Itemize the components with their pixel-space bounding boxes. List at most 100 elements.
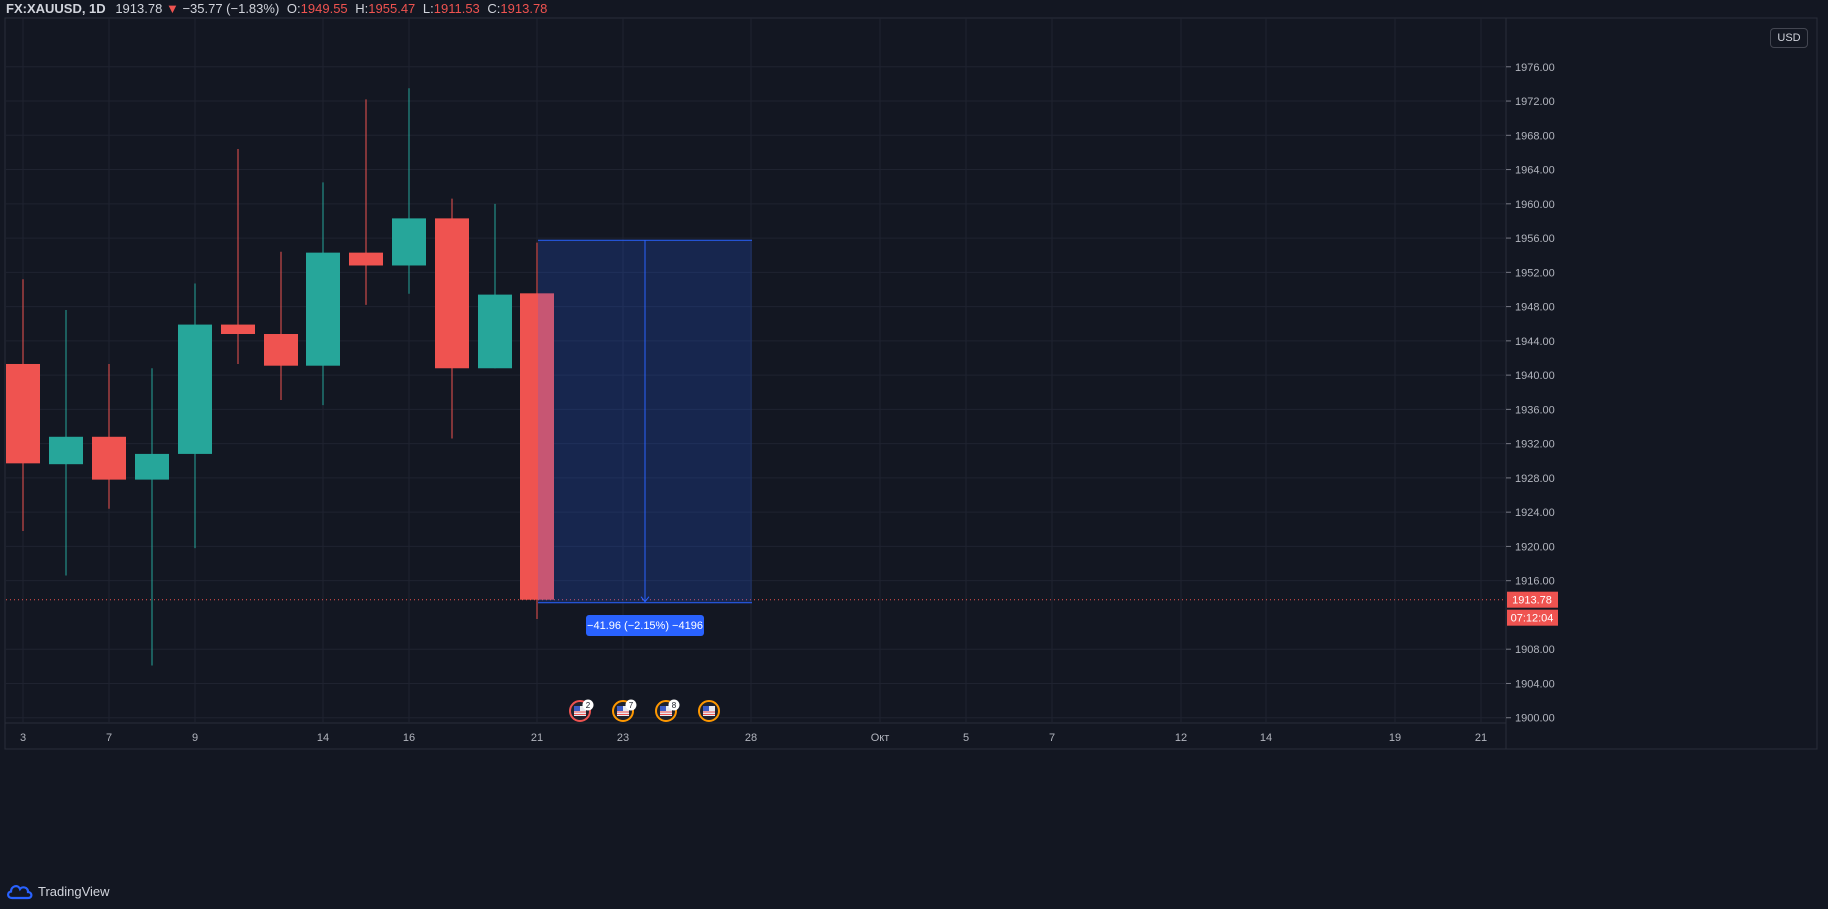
price-tick-label: 1972.00 bbox=[1515, 96, 1555, 108]
us-flag-event-icon bbox=[698, 700, 720, 722]
candle bbox=[135, 368, 169, 666]
time-tick-label: 21 bbox=[531, 732, 543, 744]
price-tick-label: 1952.00 bbox=[1515, 267, 1555, 279]
event-count-bubble bbox=[582, 699, 594, 711]
candle-body bbox=[520, 293, 554, 600]
candle bbox=[435, 198, 469, 439]
candle bbox=[520, 242, 554, 619]
candle-body bbox=[435, 218, 469, 369]
event-count-bubble bbox=[625, 699, 637, 711]
price-change: −35.77 (−1.83%) bbox=[182, 1, 280, 16]
price-tick-label: 1932.00 bbox=[1515, 439, 1555, 451]
price-tick-label: 1960.00 bbox=[1515, 199, 1555, 211]
measure-arrowhead bbox=[640, 596, 650, 603]
measure-label: −41.96 (−2.15%) −4196 bbox=[587, 620, 703, 632]
time-tick-label: 5 bbox=[963, 732, 969, 744]
price-tick-label: 1924.00 bbox=[1515, 507, 1555, 519]
price-tick-label: 1976.00 bbox=[1515, 62, 1555, 74]
candle bbox=[6, 279, 40, 532]
price-tick-label: 1916.00 bbox=[1515, 576, 1555, 588]
time-tick-label: 21 bbox=[1475, 732, 1487, 744]
time-tick-label: 16 bbox=[403, 732, 415, 744]
time-tick-label: 7 bbox=[106, 732, 112, 744]
time-tick-label: 12 bbox=[1175, 732, 1187, 744]
current-price-badge-text: 1913.78 bbox=[1512, 595, 1552, 607]
candle bbox=[178, 283, 212, 549]
last-price: 1913.78 bbox=[115, 1, 163, 16]
event-count: 7 bbox=[629, 701, 634, 710]
price-tick-label: 1920.00 bbox=[1515, 541, 1555, 553]
close-value: 1913.78 bbox=[500, 1, 548, 16]
candle bbox=[306, 182, 340, 406]
time-tick-label: Окт bbox=[871, 732, 890, 744]
price-tick-label: 1964.00 bbox=[1515, 165, 1555, 177]
time-tick-label: 28 bbox=[745, 732, 757, 744]
time-tick-label: 9 bbox=[192, 732, 198, 744]
time-tick-label: 7 bbox=[1049, 732, 1055, 744]
candle-body bbox=[221, 324, 255, 335]
candle bbox=[392, 88, 426, 294]
candle-body bbox=[6, 363, 40, 464]
us-flag-event-icon: 2 bbox=[569, 699, 594, 722]
candle-body bbox=[92, 436, 126, 480]
high-value: 1955.47 bbox=[368, 1, 416, 16]
candle-body bbox=[478, 294, 512, 369]
high-label: H: bbox=[355, 1, 369, 16]
time-tick-label: 23 bbox=[617, 732, 629, 744]
flag-canton bbox=[660, 706, 666, 711]
candle-body bbox=[49, 436, 83, 465]
current-price-badge bbox=[1507, 591, 1558, 608]
close-label: C: bbox=[487, 1, 501, 16]
currency-badge[interactable]: USD bbox=[1770, 28, 1808, 48]
candle-body bbox=[135, 453, 169, 480]
event-count-bubble bbox=[668, 699, 680, 711]
countdown-badge-text: 07:12:04 bbox=[1511, 613, 1554, 625]
open-label: O: bbox=[286, 1, 301, 16]
price-tick-label: 1908.00 bbox=[1515, 644, 1555, 656]
time-tick-label: 14 bbox=[317, 732, 329, 744]
countdown-badge bbox=[1507, 609, 1558, 626]
time-tick-label: 19 bbox=[1389, 732, 1401, 744]
candle bbox=[264, 251, 298, 400]
candle-body bbox=[392, 218, 426, 266]
chart-frame bbox=[4, 17, 1818, 750]
candle bbox=[92, 363, 126, 509]
tradingview-cloud-icon bbox=[7, 885, 33, 900]
low-label: L: bbox=[422, 1, 434, 16]
candle bbox=[478, 203, 512, 369]
candle bbox=[221, 149, 255, 364]
us-flag-event-icon: 7 bbox=[612, 699, 637, 722]
flag-canton bbox=[617, 706, 623, 711]
price-tick-label: 1936.00 bbox=[1515, 404, 1555, 416]
price-tick-label: 1956.00 bbox=[1515, 233, 1555, 245]
candle-body bbox=[306, 252, 340, 366]
price-tick-label: 1900.00 bbox=[1515, 713, 1555, 725]
price-tick-label: 1928.00 bbox=[1515, 473, 1555, 485]
flag-canton bbox=[574, 706, 580, 711]
event-count: 2 bbox=[586, 701, 591, 710]
event-count: 8 bbox=[672, 701, 677, 710]
brand-name: TradingView bbox=[38, 883, 110, 899]
candle bbox=[349, 99, 383, 305]
symbol-name[interactable]: FX:XAUUSD, 1D bbox=[6, 1, 106, 16]
symbol-legend: FX:XAUUSD, 1D 1913.78 ▼ −35.77 (−1.83%) … bbox=[0, 0, 1766, 18]
tradingview-logo[interactable]: TradingView bbox=[6, 880, 110, 902]
time-tick-label: 3 bbox=[20, 732, 26, 744]
price-tick-label: 1904.00 bbox=[1515, 678, 1555, 690]
low-value: 1911.53 bbox=[433, 1, 480, 16]
candle-body bbox=[264, 334, 298, 366]
price-tick-label: 1968.00 bbox=[1515, 130, 1555, 142]
open-value: 1949.55 bbox=[300, 1, 348, 16]
candle-body bbox=[178, 324, 212, 454]
measure-label-box bbox=[586, 615, 704, 636]
price-tick-label: 1940.00 bbox=[1515, 370, 1555, 382]
down-arrow-icon: ▼ bbox=[165, 1, 179, 16]
time-tick-label: 14 bbox=[1260, 732, 1272, 744]
candle-body bbox=[349, 252, 383, 266]
price-tick-label: 1948.00 bbox=[1515, 302, 1555, 314]
candle bbox=[49, 310, 83, 576]
price-tick-label: 1944.00 bbox=[1515, 336, 1555, 348]
flag-canton bbox=[703, 706, 709, 711]
us-flag-event-icon: 8 bbox=[655, 699, 680, 722]
